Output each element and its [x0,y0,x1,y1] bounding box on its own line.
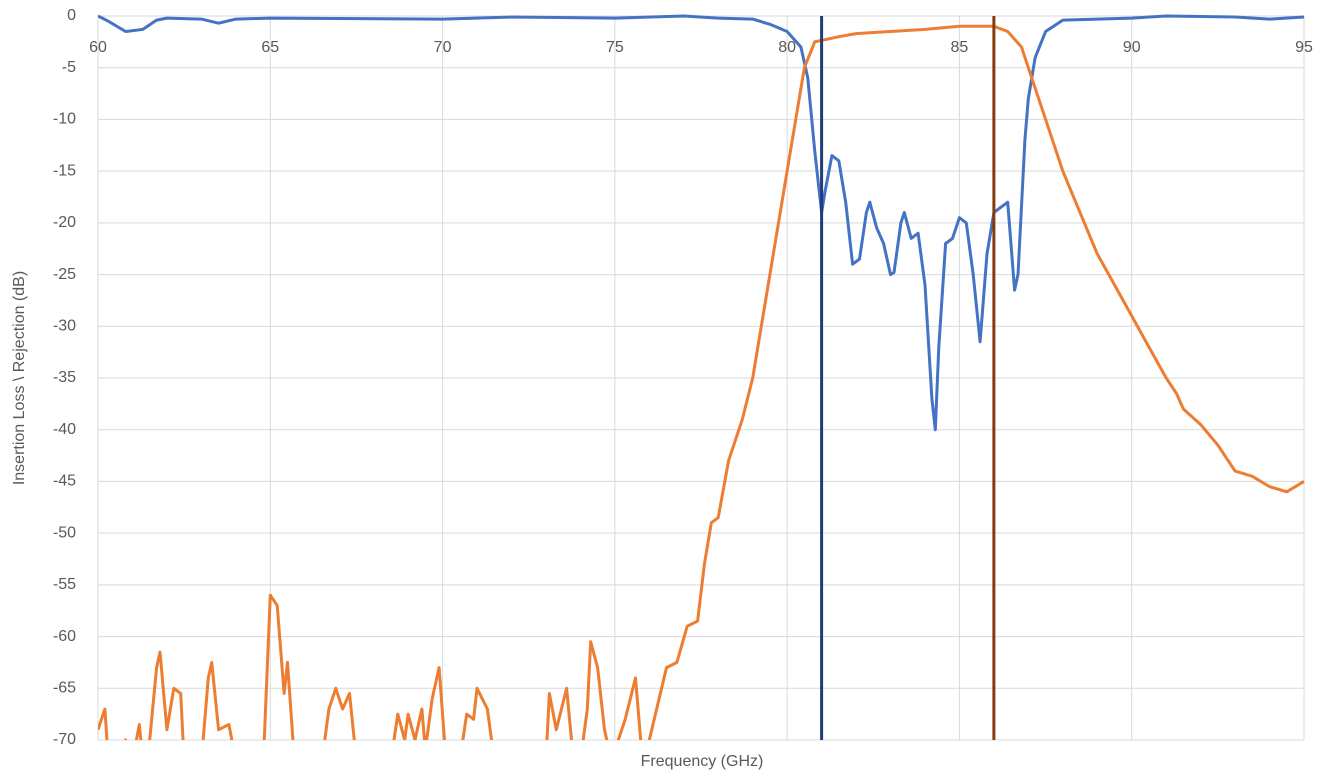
y-tick-label: -65 [53,680,76,697]
x-axis-title: Frequency (GHz) [641,753,764,770]
y-tick-label: -5 [62,59,76,76]
y-tick-label: -30 [53,318,76,335]
series-line [98,24,1305,740]
x-tick-label: 95 [1295,39,1313,56]
y-tick-label: -40 [53,421,76,438]
x-tick-label: 70 [434,39,452,56]
x-tick-label: 85 [951,39,969,56]
x-tick-label: 60 [89,39,107,56]
x-tick-label: 65 [261,39,279,56]
x-tick-label: 80 [778,39,796,56]
y-axis-title: Insertion Loss \ Rejection (dB) [11,271,28,485]
y-tick-label: -15 [53,162,76,179]
series-line [98,14,1305,432]
y-tick-label: -10 [53,111,76,128]
y-tick-label: -45 [53,473,76,490]
y-tick-label: 0 [67,7,76,24]
x-tick-label: 90 [1123,39,1141,56]
y-tick-label: -70 [53,731,76,748]
y-tick-label: -25 [53,266,76,283]
y-tick-label: -55 [53,576,76,593]
plot-area [98,14,1305,740]
x-tick-label: 75 [606,39,624,56]
y-tick-label: -50 [53,524,76,541]
y-tick-label: -20 [53,214,76,231]
y-tick-label: -35 [53,369,76,386]
y-tick-label: -60 [53,628,76,645]
